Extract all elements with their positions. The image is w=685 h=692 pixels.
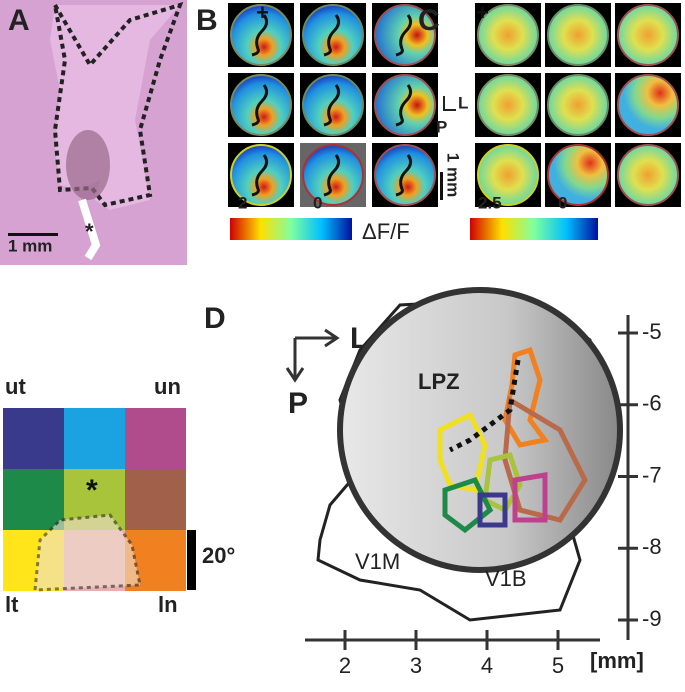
field-label: lt [5,592,19,617]
activity-map [230,4,292,66]
x-tick-label: 5 [552,653,564,678]
y-tick-label: -8 [642,534,662,559]
scale-bar [8,233,58,236]
panel-label: C [418,4,440,37]
marker: + [256,0,269,25]
region-label: V1M [355,549,400,574]
panel-label: D [204,302,226,335]
lpz-trace [251,14,269,57]
colorbar [230,218,352,240]
orientation-arrow [443,96,456,111]
lpz-trace [251,154,269,197]
track [78,198,101,261]
lesion-outline [52,1,184,208]
visual-field-grid [3,408,186,592]
activity-map [302,4,364,66]
field-label: ut [5,374,26,399]
orientation-arrow [285,328,340,383]
colorbar-label: 0 [558,193,567,212]
activity-map [617,144,679,206]
y-tick-label: -6 [642,391,662,416]
lpz-line [448,359,521,453]
scale-label: 1 mm [444,153,463,197]
activity-map [547,4,609,66]
activity-map [477,4,539,66]
colorbar-label: 2 [238,193,247,212]
orientation-label: P [288,387,308,420]
field-label: ln [158,592,178,617]
lpz-trace [395,154,413,197]
marker: * [86,474,98,507]
scale-label: 20° [202,543,235,568]
activity-map [547,144,609,206]
lpz-trace [323,154,341,197]
activity-map [302,74,364,136]
field-label: un [154,374,181,399]
contours [437,346,588,534]
orientation-label: L [458,93,468,112]
colorbar [470,218,598,240]
lpz-trace [395,84,413,127]
activity-map [477,144,539,206]
panel-label: B [196,4,218,37]
activity-map [617,74,679,136]
activity-map [230,74,292,136]
activity-map [547,74,609,136]
activity-map [477,74,539,136]
lpz-trace [251,84,269,127]
colorbar-label: 0 [313,193,322,212]
lpz-trace [323,14,341,57]
x-tick-label: 4 [481,653,493,678]
activity-map [302,144,364,206]
panel-label: A [8,4,30,37]
activity-map [230,144,292,206]
lesion [66,130,110,200]
y-tick-label: -5 [642,319,662,344]
axis-unit: [mm] [590,648,644,673]
scale-label: 1 mm [8,236,52,255]
y-tick-label: -9 [642,606,662,631]
activity-map [374,4,436,66]
region-label: LPZ [418,369,460,394]
activity-map [374,74,436,136]
marker: + [476,0,489,25]
y-tick-label: -7 [642,462,662,487]
scale-bar [187,530,196,590]
activity-map [617,4,679,66]
x-tick-label: 3 [410,653,422,678]
scale-bar [440,172,443,200]
x-tick-label: 2 [339,653,351,678]
activity-map [374,144,436,206]
marker: * [85,219,94,244]
orientation-label: P [436,117,447,136]
lpz-trace [395,14,413,57]
region-label: V1B [485,566,527,591]
colorbar-label: 2.5 [478,193,502,212]
lpz-trace [323,84,341,127]
colorbar-title: ΔF/F [362,219,410,244]
